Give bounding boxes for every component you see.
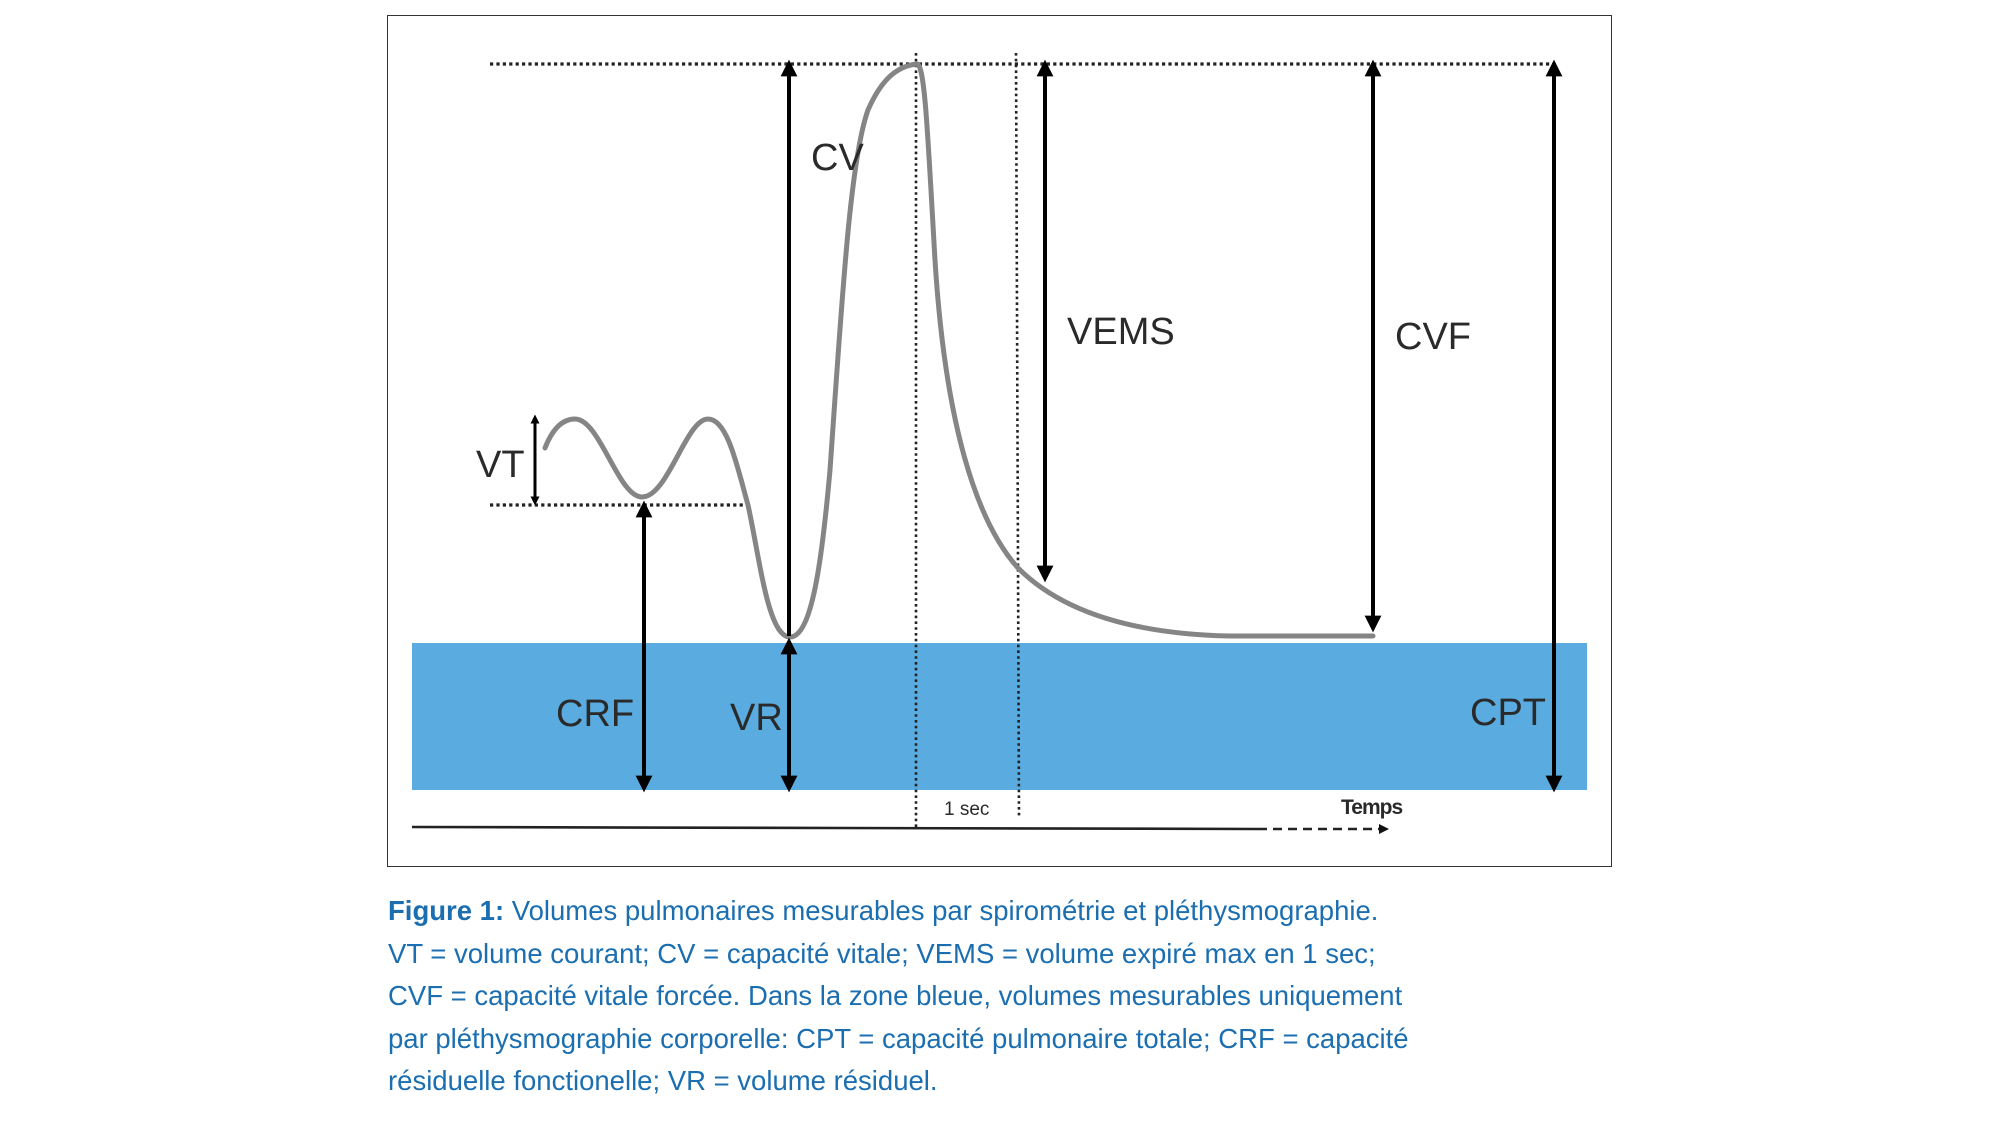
label-cv: CV bbox=[811, 137, 864, 179]
time-axis-solid bbox=[411, 825, 1259, 831]
caption-line-2: VT = volume courant; CV = capacité vital… bbox=[388, 937, 1376, 969]
label-time-axis: Temps bbox=[1341, 796, 1402, 819]
caption-line-1: Figure 1: Volumes pulmonaires mesurables… bbox=[388, 890, 1638, 933]
label-vems: VEMS bbox=[1067, 311, 1175, 353]
label-cpt: CPT bbox=[1470, 692, 1546, 734]
label-crf: CRF bbox=[556, 693, 634, 735]
caption-line-5: résiduelle fonctionelle; VR = volume rés… bbox=[388, 1065, 938, 1096]
label-one-sec: 1 sec bbox=[944, 799, 989, 820]
spirometry-curve bbox=[542, 61, 1376, 640]
caption-line-4: par pléthysmographie corporelle: CPT = c… bbox=[388, 1022, 1409, 1054]
time-axis-arrowhead-icon bbox=[1379, 824, 1389, 834]
label-vr: VR bbox=[730, 697, 783, 739]
label-vt: VT bbox=[476, 444, 525, 486]
label-cvf: CVF bbox=[1395, 316, 1471, 358]
caption-line-1-text: Volumes pulmonaires mesurables par spiro… bbox=[504, 895, 1379, 926]
caption-title: Figure 1: bbox=[388, 895, 505, 926]
figure-caption: Figure 1: Volumes pulmonaires mesurables… bbox=[388, 890, 1638, 1103]
plethysmography-zone bbox=[412, 643, 1587, 790]
caption-line-3: CVF = capacité vitale forcée. Dans la zo… bbox=[388, 980, 1403, 1011]
